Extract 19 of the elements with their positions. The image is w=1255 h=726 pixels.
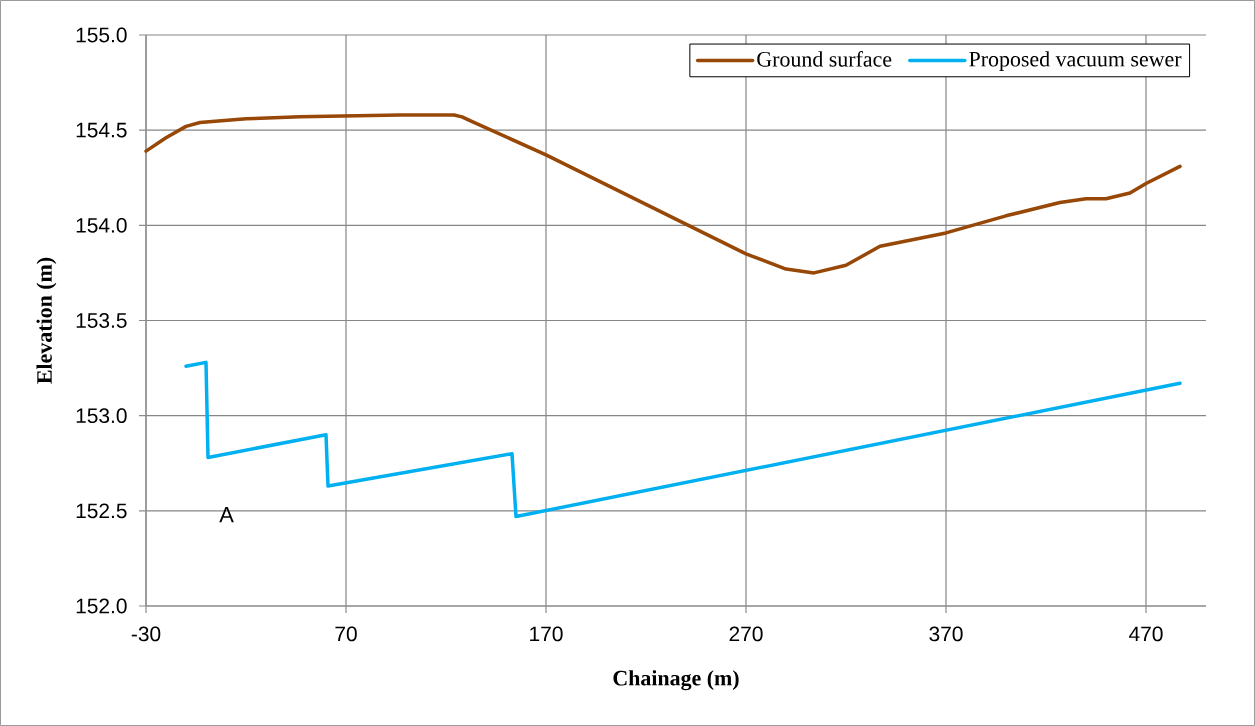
y-tick-label: 152.5 xyxy=(76,503,127,519)
x-tick-label: 370 xyxy=(929,626,963,642)
y-tick-label: 153.5 xyxy=(76,313,127,328)
x-tick-label: -30 xyxy=(131,626,161,642)
x-axis-title: Chainage (m) xyxy=(613,670,739,691)
x-tick-label: 270 xyxy=(729,626,763,642)
legend-label: Ground surface xyxy=(757,51,892,67)
y-tick-label: 155.0 xyxy=(76,27,127,43)
x-tick-label: 70 xyxy=(335,626,357,642)
y-tick-label: 154.5 xyxy=(76,122,127,138)
y-tick-label: 152.0 xyxy=(76,598,127,614)
y-tick-label: 153.0 xyxy=(76,408,127,424)
x-tick-label: 170 xyxy=(530,626,563,642)
line-series xyxy=(144,113,1182,275)
x-tick-label: 470 xyxy=(1129,626,1163,642)
y-axis-title: Elevation (m) xyxy=(36,257,57,384)
y-tick-label: 154.0 xyxy=(76,217,127,233)
legend-label: Proposed vacuum sewer xyxy=(969,51,1182,72)
annotation: A xyxy=(219,507,234,523)
